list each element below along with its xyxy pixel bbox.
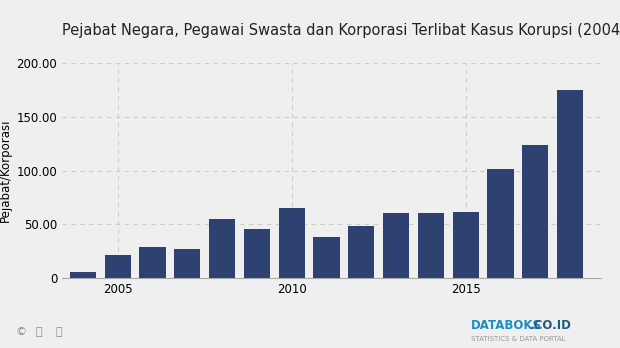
Bar (383, 213, 409, 278)
Text: Ⓢ: Ⓢ (36, 327, 43, 337)
Y-axis label: Pejabat/Korporasi: Pejabat/Korporasi (0, 119, 12, 222)
Bar (453, 212, 479, 278)
Text: STATISTICS & DATA PORTAL: STATISTICS & DATA PORTAL (471, 336, 566, 342)
Bar (70, 272, 96, 278)
Bar (487, 169, 513, 278)
Bar (244, 229, 270, 278)
Bar (105, 255, 131, 278)
Bar (522, 145, 548, 278)
Bar (278, 208, 305, 278)
Text: DATABOKS: DATABOKS (471, 319, 542, 332)
Bar (348, 226, 374, 278)
Text: Ⓞ: Ⓞ (56, 327, 63, 337)
Bar (140, 247, 166, 278)
Bar (174, 249, 200, 278)
Text: Pejabat Negara, Pegawai Swasta dan Korporasi Terlibat Kasus Korupsi (2004-Sep 20: Pejabat Negara, Pegawai Swasta dan Korpo… (62, 23, 620, 38)
Bar (418, 213, 444, 278)
Bar (557, 90, 583, 278)
Bar (314, 237, 340, 278)
Bar (209, 219, 235, 278)
Text: .CO.ID: .CO.ID (530, 319, 572, 332)
Text: ©: © (16, 327, 27, 337)
